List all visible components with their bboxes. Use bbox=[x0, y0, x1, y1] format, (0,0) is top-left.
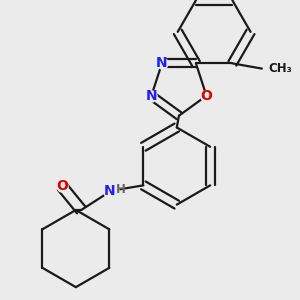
Text: N: N bbox=[103, 184, 115, 198]
Text: N: N bbox=[146, 89, 157, 103]
Text: O: O bbox=[200, 89, 212, 103]
Text: O: O bbox=[56, 179, 68, 194]
Text: N: N bbox=[156, 56, 168, 70]
Text: H: H bbox=[116, 183, 126, 196]
Text: CH₃: CH₃ bbox=[269, 62, 292, 75]
